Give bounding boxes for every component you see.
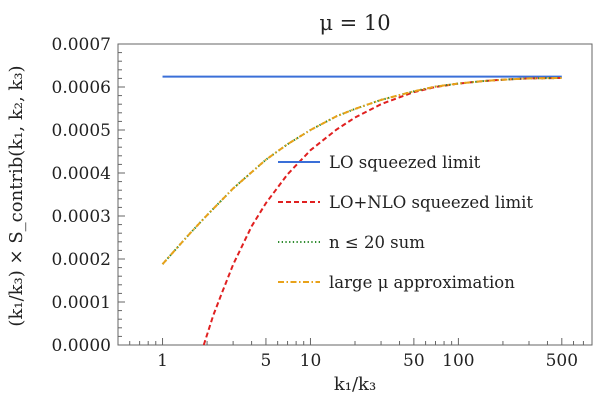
series-layer — [161, 75, 562, 346]
x-tick-label: 500 — [546, 351, 578, 371]
x-axis-ticks: 1 5 10 50 100 500 — [117, 338, 593, 371]
y-tick-label: 0.0004 — [52, 164, 111, 184]
x-tick-label: 1 — [157, 351, 168, 371]
y-tick-label: 0.0001 — [52, 293, 111, 313]
legend: LO squeezed limit LO+NLO squeezed limit n … — [278, 153, 533, 292]
legend-label: LO+NLO squeezed limit — [329, 193, 533, 212]
y-tick-label: 0.0003 — [52, 207, 111, 227]
x-tick-label: 5 — [261, 351, 272, 371]
legend-label: n ≤ 20 sum — [329, 233, 425, 252]
x-tick-label: 100 — [442, 351, 474, 371]
chart-title: μ = 10 — [319, 11, 390, 35]
series-line-large-approximation — [161, 76, 562, 265]
legend-label: large μ approximation — [329, 273, 515, 292]
y-tick-label: 0.0007 — [52, 35, 111, 55]
y-tick-label: 0.0005 — [52, 121, 111, 141]
x-axis-label: k₁/k₃ — [334, 374, 376, 395]
y-tick-label: 0.0000 — [52, 336, 111, 356]
y-tick-label: 0.0002 — [52, 250, 111, 270]
y-axis-label: (k₁/k₃) × S_contrib(k₁, k₂, k₃) — [6, 65, 27, 326]
x-tick-label: 10 — [300, 351, 322, 371]
legend-label: LO squeezed limit — [329, 153, 481, 172]
y-axis-ticks: 0.0000 0.0001 0.0002 0.0003 0.0004 0.0005 0.00… — [52, 35, 125, 356]
y-tick-label: 0.0006 — [52, 78, 111, 98]
x-tick-label: 50 — [403, 351, 425, 371]
